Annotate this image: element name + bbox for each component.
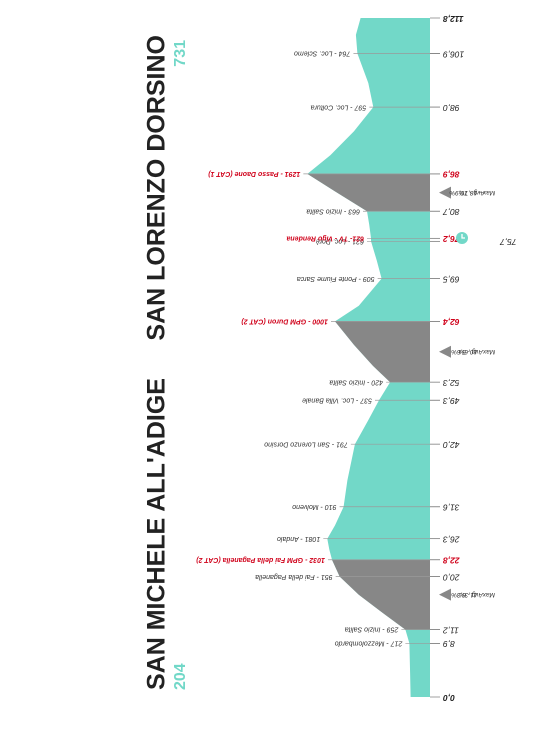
x-tick-label: 62,4 <box>443 317 460 327</box>
x-tick-label: 31,6 <box>443 503 460 513</box>
climb-marker <box>439 186 451 199</box>
x-tick-label: 42,0 <box>443 440 460 450</box>
annotation-label: 910 - Molveno <box>292 503 336 510</box>
start-title: SAN MICHELE ALL'ADIGE <box>143 378 171 690</box>
x-tick-label: 76,2 <box>443 234 460 244</box>
annotation-label: 537 - Loc. Villa Banale <box>302 396 372 403</box>
annotation-label: 764 - Loc. Sclemo <box>294 50 351 57</box>
x-tick-label: 106,9 <box>443 49 465 59</box>
climb-area <box>335 321 430 383</box>
climb-max: Max - 11,3% <box>459 591 495 598</box>
x-tick-label: 69,5 <box>443 274 460 284</box>
climb-max: Max - 10,6% <box>459 348 496 355</box>
climb-marker <box>439 345 451 358</box>
annotation-label: 1032 - GPM Fai della Paganella (CAT 2) <box>196 556 325 563</box>
annotation-label: 420 - Inizio Salita <box>329 378 383 385</box>
x-tick-label: 0,0 <box>443 693 455 703</box>
climb-max: Max - 18,7% <box>459 189 496 196</box>
x-tick-label: 112,8 <box>443 14 464 24</box>
climb-area <box>307 173 430 212</box>
annotation-label: 621 - Loc. Dorè <box>316 237 364 244</box>
x-tick-label: 52,3 <box>443 378 460 388</box>
annotation-label: 621- TV - Vigo Rendena <box>286 234 364 241</box>
profile: Avg - 6,3%Max - 11,3% Avg - 5,6%Max - 10,… <box>196 14 517 703</box>
climb-avg: Avg - 5,6% <box>451 348 484 355</box>
end-elevation: 731 <box>172 40 189 67</box>
x-tick-label: 20,0 <box>443 572 461 582</box>
annotation-label: 791 - San Lorenzo Dorsino <box>264 440 348 447</box>
x-tick-label: 49,3 <box>443 396 460 406</box>
x-tick-label: 8,9 <box>443 639 455 649</box>
annotation-label: 509 - Ponte Fiume Sarca <box>297 275 375 282</box>
x-tick-label: 98,0 <box>443 103 460 113</box>
climb-avg: Avg - 10,9% <box>449 189 486 196</box>
annotation-label: 951 - Fai della Paganella <box>255 573 333 580</box>
start-elevation: 204 <box>172 663 189 690</box>
x-tick-label: 86,9 <box>443 170 460 180</box>
annotation-label: 259 - Inizio Salita <box>345 626 400 633</box>
annotation-label: 1000 - GPM Duron (CAT 2) <box>241 318 328 325</box>
x-tick-label: 26,3 <box>443 534 461 544</box>
x-tick-label: 75,7 <box>500 237 517 247</box>
climb-marker <box>439 588 451 601</box>
tv-icon-hand <box>461 234 465 239</box>
annotation-label: 597 - Loc. Coltura <box>311 103 367 110</box>
annotation-label: 1081 - Andalo <box>277 535 320 542</box>
climb-area <box>332 559 430 630</box>
annotation-label: 217 - Mezzolombardo <box>335 640 404 647</box>
annotation-label: 663 - Inizio Salita <box>306 207 360 214</box>
x-tick-label: 22,8 <box>443 556 461 566</box>
x-tick-label: 11,2 <box>443 625 459 635</box>
end-title: SAN LORENZO DORSINO <box>143 35 171 341</box>
climb-avg: Avg - 6,3% <box>451 591 484 598</box>
x-tick-label: 80,7 <box>443 207 460 217</box>
annotation-label: 1291 - Passo Daone (CAT 1) <box>208 170 301 177</box>
